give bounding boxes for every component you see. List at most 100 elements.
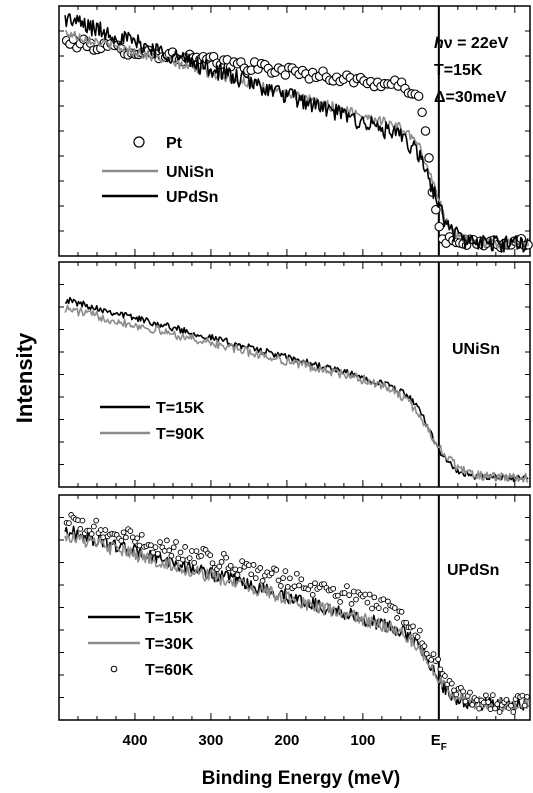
data-point-t-60k	[422, 644, 427, 649]
data-point-t-60k	[372, 595, 377, 600]
panel-middle: UNiSn T=15K T=90K	[59, 262, 530, 487]
data-point-t-60k	[383, 608, 388, 613]
photon-energy-value: = 22eV	[453, 35, 509, 52]
data-point-t-60k	[219, 560, 224, 565]
data-point-t-60k	[119, 538, 124, 543]
data-point-t-60k	[158, 540, 163, 545]
data-point-t-60k	[228, 563, 233, 568]
panel-frame	[59, 262, 530, 487]
legend-label-30k: T=30K	[145, 636, 194, 653]
legend-label-pt: Pt	[166, 135, 183, 152]
data-point-t-60k	[258, 566, 263, 571]
data-point-t-60k	[101, 535, 106, 540]
data-point-t-60k	[338, 600, 343, 605]
ef-letter: E	[431, 732, 441, 749]
data-point-t-60k	[171, 545, 176, 550]
data-point-t-60k	[194, 549, 199, 554]
data-point-t-60k	[233, 567, 238, 572]
data-point-t-60k	[490, 693, 495, 698]
data-point-t-60k	[283, 569, 288, 574]
legend-bottom: T=15K T=30K T=60K	[88, 610, 194, 679]
data-point-t-60k	[135, 536, 140, 541]
x-tick-label: 400	[122, 732, 147, 749]
legend-marker-pt	[134, 137, 144, 147]
ef-subscript: F	[441, 742, 447, 753]
x-axis-label: Binding Energy (meV)	[202, 768, 400, 789]
data-point-t-60k	[449, 681, 454, 686]
data-point-t-60k	[308, 583, 313, 588]
data-point-t-60k	[210, 561, 215, 566]
data-point-t-60k	[269, 571, 274, 576]
legend-marker-60k	[111, 666, 117, 672]
photon-energy-label: hν = 22eV	[434, 35, 509, 52]
data-point-t-60k	[281, 576, 286, 581]
data-point-t-60k	[240, 559, 245, 564]
data-point-t-60k	[162, 549, 167, 554]
data-point-t-60k	[331, 586, 336, 591]
data-point-t-60k	[504, 697, 509, 702]
x-tick-label: 200	[274, 732, 299, 749]
data-point-t-60k	[251, 563, 256, 568]
data-point-t-60k	[367, 592, 372, 597]
legend-top: Pt UNiSn UPdSn	[102, 135, 218, 206]
data-point-t-60k	[92, 524, 97, 529]
data-point-t-60k	[411, 624, 416, 629]
data-point-t-60k	[399, 609, 404, 614]
data-point-t-60k	[149, 543, 154, 548]
data-point-t-60k	[522, 703, 527, 708]
data-point-t-60k	[429, 657, 434, 662]
data-point-t-60k	[365, 600, 370, 605]
data-point-t-60k	[347, 593, 352, 598]
data-point-t-60k	[392, 606, 397, 611]
data-point-t-60k	[276, 578, 281, 583]
data-point-t-60k	[345, 584, 350, 589]
data-point-t-60k	[294, 571, 299, 576]
data-point-t-60k	[438, 667, 443, 672]
data-point-pt	[421, 127, 429, 135]
data-point-t-60k	[247, 563, 252, 568]
data-point-t-60k	[477, 706, 482, 711]
data-point-t-60k	[288, 576, 293, 581]
data-point-t-60k	[431, 652, 436, 657]
sample-label-updsn: UPdSn	[447, 562, 499, 579]
data-point-t-60k	[436, 657, 441, 662]
legend-label-updsn: UPdSn	[166, 189, 218, 206]
panel-top: hν = 22eV T=15K Δ=30meV Pt UNiSn UPdSn	[59, 6, 532, 256]
data-point-t-60k	[137, 543, 142, 548]
data-point-t-60k	[417, 628, 422, 633]
data-point-pt	[418, 108, 426, 116]
data-point-t-60k	[178, 550, 183, 555]
data-point-pt	[435, 223, 443, 231]
x-tick-label: 100	[350, 732, 375, 749]
data-point-t-60k	[454, 692, 459, 697]
data-point-t-60k	[509, 703, 514, 708]
data-point-t-60k	[89, 532, 94, 537]
data-point-t-60k	[249, 572, 254, 577]
data-point-t-60k	[486, 700, 491, 705]
data-point-t-60k	[511, 710, 516, 715]
data-point-t-60k	[208, 553, 213, 558]
data-point-t-60k	[395, 616, 400, 621]
data-point-t-60k	[260, 578, 265, 583]
data-point-t-60k	[237, 568, 242, 573]
data-point-t-60k	[124, 535, 129, 540]
data-point-t-60k	[488, 707, 493, 712]
data-point-t-60k	[376, 606, 381, 611]
data-point-t-60k	[313, 581, 318, 586]
data-point-t-60k	[463, 699, 468, 704]
legend-label-15k: T=15K	[145, 610, 194, 627]
data-point-t-60k	[151, 550, 156, 555]
data-point-t-60k	[349, 602, 354, 607]
data-point-t-60k	[165, 538, 170, 543]
data-point-t-60k	[520, 693, 525, 698]
panel-series	[64, 513, 529, 715]
temperature-label: T=15K	[434, 62, 483, 79]
data-point-t-60k	[274, 568, 279, 573]
data-point-t-60k	[190, 549, 195, 554]
data-point-t-60k	[461, 689, 466, 694]
data-point-t-60k	[183, 545, 188, 550]
data-point-t-60k	[224, 555, 229, 560]
y-axis-label: Intensity	[12, 332, 37, 423]
resolution-label: Δ=30meV	[434, 89, 507, 106]
data-point-pt	[415, 92, 423, 100]
